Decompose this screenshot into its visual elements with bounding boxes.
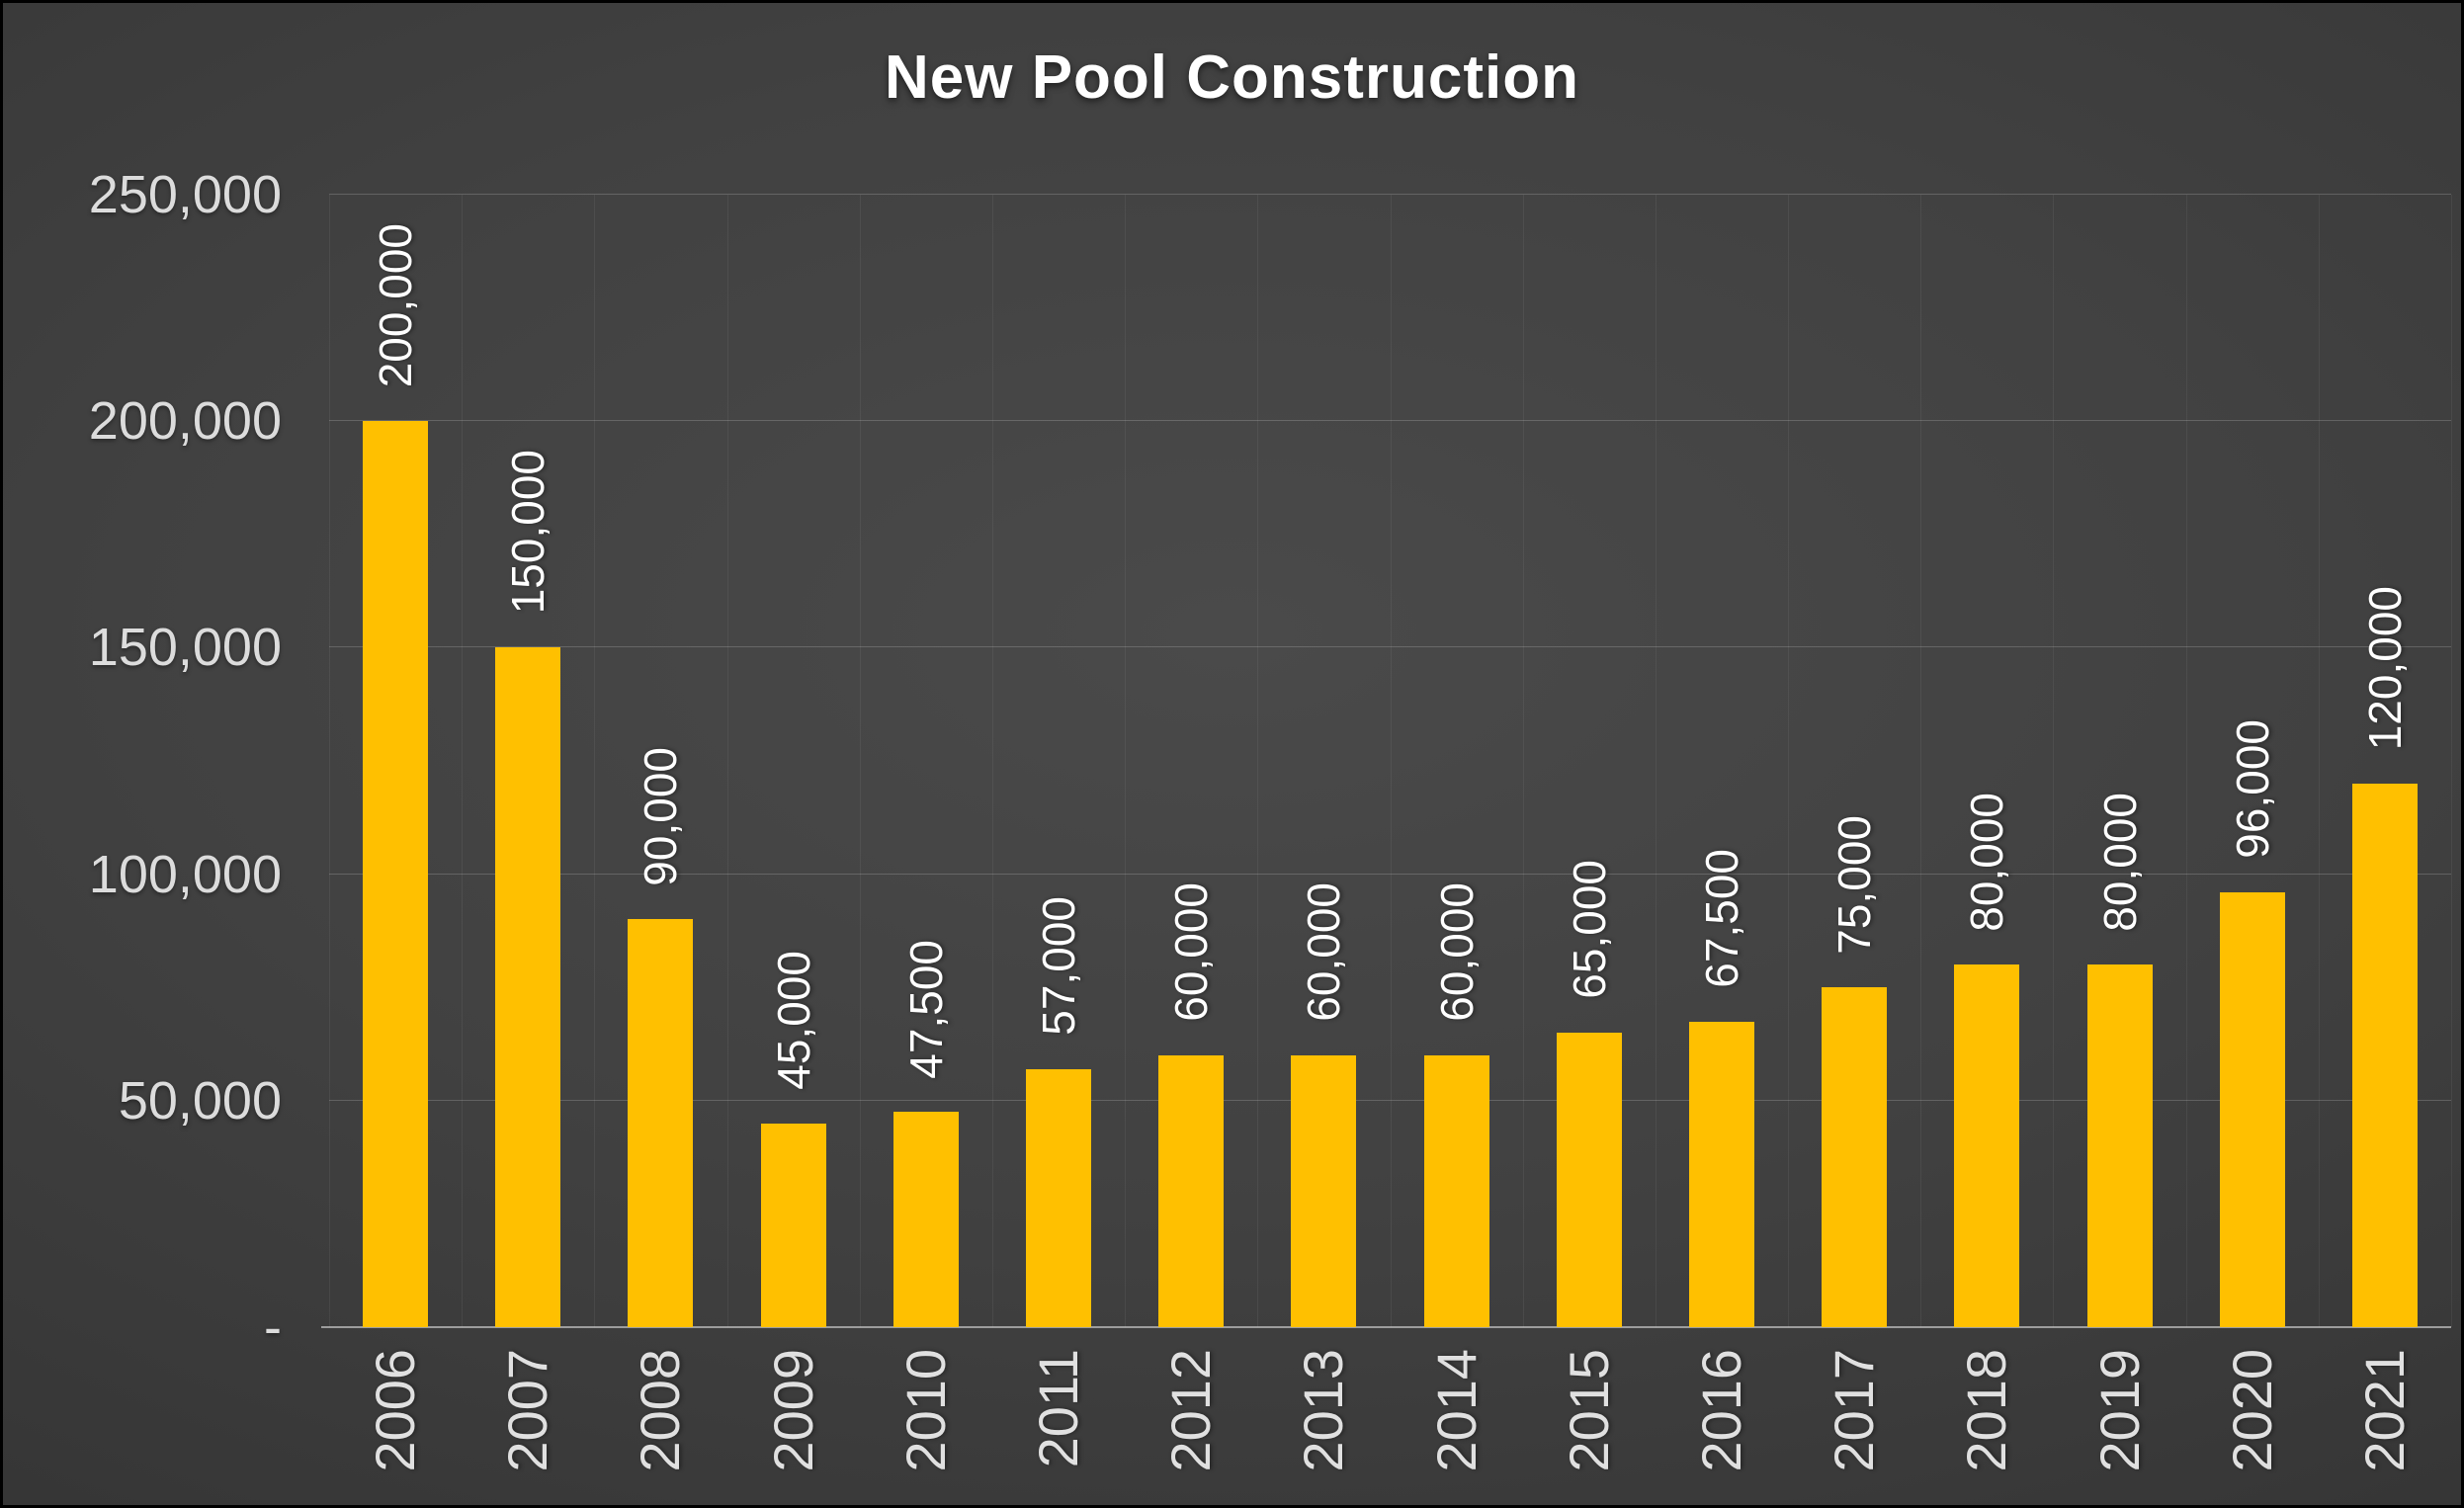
vertical-gridline [1522, 195, 1524, 1327]
vertical-gridline [1788, 195, 1790, 1327]
chart-title: New Pool Construction [885, 43, 1579, 112]
x-tick-label-2008: 2008 [629, 1349, 692, 1472]
x-tick-label-2010: 2010 [893, 1349, 957, 1472]
vertical-gridline [1920, 195, 1922, 1327]
data-label-2006: 200,000 [370, 222, 422, 388]
data-label-2012: 60,000 [1165, 882, 1218, 1022]
x-tick-label-2006: 2006 [364, 1349, 427, 1472]
horizontal-gridline [329, 1099, 2451, 1101]
bar-2006 [363, 421, 429, 1327]
y-tick-label: 50,000 [118, 1070, 282, 1131]
data-label-2016: 67,500 [1695, 848, 1747, 988]
x-tick-label-2021: 2021 [2352, 1349, 2416, 1472]
horizontal-gridline [329, 646, 2451, 648]
bar-2016 [1688, 1021, 1754, 1327]
vertical-gridline [991, 195, 993, 1327]
x-axis-line [321, 1326, 2451, 1328]
bar-2021 [2351, 783, 2418, 1327]
y-tick-label: 100,000 [88, 844, 282, 904]
data-label-2010: 47,500 [899, 939, 952, 1079]
data-label-2013: 60,000 [1298, 882, 1350, 1022]
horizontal-gridline [329, 873, 2451, 875]
vertical-gridline [1257, 195, 1259, 1327]
x-tick-label-2018: 2018 [1955, 1349, 2018, 1472]
bar-2018 [1954, 964, 2020, 1327]
plot-area: 200,000 150,000 90,000 45,000 47,500 57,000 60… [321, 194, 2452, 1328]
x-tick-label-2009: 2009 [761, 1349, 824, 1472]
vertical-gridline [462, 195, 464, 1327]
y-tick-label: 150,000 [88, 618, 282, 678]
x-tick-label-2012: 2012 [1159, 1349, 1223, 1472]
bar-2010 [892, 1112, 959, 1327]
vertical-gridline [1125, 195, 1127, 1327]
bar-2013 [1291, 1054, 1357, 1327]
bar-2009 [760, 1123, 826, 1327]
data-label-2007: 150,000 [502, 450, 554, 615]
x-axis: 2006 2007 2008 2009 2010 2011 2012 2013 2014 2015… [329, 1349, 2451, 1505]
bar-2012 [1158, 1054, 1225, 1327]
vertical-gridline [2185, 195, 2187, 1327]
x-tick-label-2020: 2020 [2220, 1349, 2283, 1472]
horizontal-gridline [329, 420, 2451, 422]
vertical-gridline [2053, 195, 2055, 1327]
vertical-gridline [1655, 195, 1657, 1327]
vertical-gridline [2451, 195, 2452, 1327]
data-label-2017: 75,000 [1828, 814, 1881, 955]
data-label-2019: 80,000 [2093, 792, 2146, 932]
bar-2015 [1556, 1033, 1622, 1327]
x-tick-label-2015: 2015 [1557, 1349, 1620, 1472]
data-label-2015: 65,000 [1563, 860, 1615, 1000]
y-axis: - 50,000 100,000 150,000 200,000 250,000 [3, 168, 282, 1354]
bar-2008 [628, 919, 694, 1327]
data-label-2020: 96,000 [2226, 719, 2278, 859]
data-label-2014: 60,000 [1430, 882, 1483, 1022]
data-label-2011: 57,000 [1033, 896, 1085, 1036]
bar-2020 [2219, 891, 2285, 1327]
data-label-2021: 120,000 [2358, 585, 2411, 750]
vertical-gridline [329, 195, 330, 1327]
y-tick-label: 200,000 [88, 391, 282, 452]
bar-2014 [1423, 1054, 1489, 1327]
x-tick-label-2014: 2014 [1424, 1349, 1487, 1472]
bar-2007 [495, 647, 561, 1327]
x-tick-label-2016: 2016 [1689, 1349, 1752, 1472]
data-label-2018: 80,000 [1961, 792, 2013, 932]
x-tick-label-2017: 2017 [1823, 1349, 1886, 1472]
y-tick-label: 250,000 [88, 165, 282, 224]
bar-2011 [1026, 1068, 1092, 1327]
horizontal-gridline [329, 194, 2451, 195]
data-label-2009: 45,000 [767, 951, 819, 1090]
x-tick-label-2011: 2011 [1027, 1349, 1090, 1468]
vertical-gridline [859, 195, 861, 1327]
bar-2017 [1822, 987, 1888, 1327]
vertical-gridline [594, 195, 596, 1327]
x-tick-label-2013: 2013 [1292, 1349, 1355, 1472]
data-label-2008: 90,000 [635, 746, 687, 886]
bar-2019 [2086, 964, 2153, 1327]
vertical-gridline [726, 195, 728, 1327]
x-tick-label-2019: 2019 [2087, 1349, 2151, 1472]
vertical-gridline [2318, 195, 2320, 1327]
vertical-gridline [1390, 195, 1392, 1327]
y-tick-label: - [264, 1298, 282, 1357]
x-tick-label-2007: 2007 [496, 1349, 559, 1472]
